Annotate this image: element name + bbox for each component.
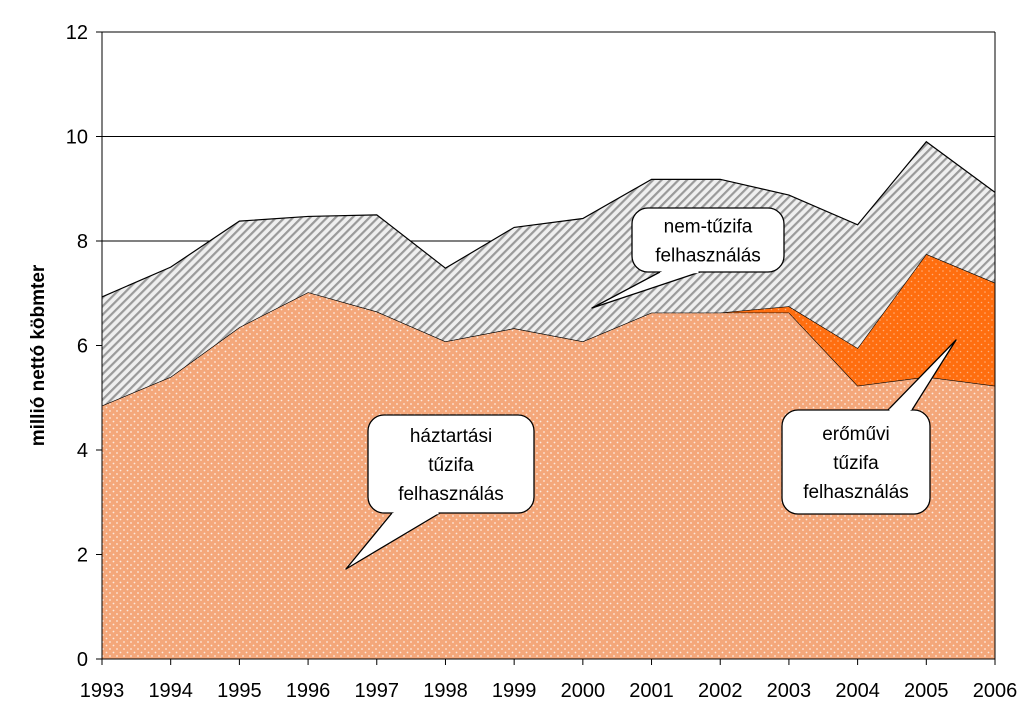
area-layer — [101, 140, 996, 659]
callout-nonfirewood: nem-tűzifa felhasználás — [591, 207, 785, 309]
series-household-area — [102, 292, 995, 659]
callout-pointer — [591, 271, 701, 309]
x-tick-label: 1993 — [80, 680, 125, 702]
y-axis-label: millió nettó köbmter — [28, 264, 49, 446]
callout-line: háztartási — [410, 426, 492, 447]
y-tick-label: 2 — [77, 545, 88, 567]
callout-line: felhasználás — [398, 484, 504, 505]
series-nonfirewood-line — [101, 140, 996, 298]
callout-box — [631, 207, 785, 273]
y-tick-label: 6 — [77, 336, 88, 358]
x-tick-label: 1997 — [355, 680, 400, 702]
axis-layer: 0 2 4 6 8 10 12 1993 1994 1995 1996 1997 1998 1999 200… — [66, 22, 1018, 702]
y-tick-label: 12 — [66, 22, 88, 44]
y-tick-label: 8 — [77, 231, 88, 253]
callout-line: tűzifa — [833, 453, 879, 474]
series-nonfirewood-area — [102, 141, 995, 406]
callout-line: tűzifa — [428, 455, 474, 476]
y-tick-label: 0 — [77, 649, 88, 671]
callout-line: felhasználás — [803, 482, 909, 503]
callout-pointer — [887, 339, 957, 411]
x-tick-label: 2002 — [698, 680, 743, 702]
x-tick-label: 1998 — [423, 680, 468, 702]
x-tick-label: 2006 — [973, 680, 1018, 702]
y-tick-label: 4 — [77, 440, 88, 462]
callout-line: nem-tűzifa — [664, 217, 753, 238]
callout-pointer — [345, 512, 441, 570]
x-tick-label: 2003 — [767, 680, 812, 702]
x-tick-label: 2004 — [835, 680, 880, 702]
x-tick-label: 2005 — [904, 680, 949, 702]
callout-box — [367, 414, 535, 514]
callout-layer: nem-tűzifa felhasználás háztartási tűzifa fe… — [345, 207, 957, 570]
x-tick-label: 1995 — [217, 680, 262, 702]
y-tick-label: 10 — [66, 127, 88, 149]
x-tick-label: 1994 — [148, 680, 193, 702]
x-tick-label: 2001 — [629, 680, 674, 702]
callout-household: háztartási tűzifa felhasználás — [345, 414, 535, 570]
series-powerplant-area — [102, 254, 995, 406]
callout-box — [781, 409, 931, 515]
x-tick-label: 1999 — [492, 680, 537, 702]
callout-line: felhasználás — [655, 246, 761, 267]
callout-powerplant: erőművi tűzifa felhasználás — [781, 339, 957, 515]
x-tick-label: 1996 — [286, 680, 331, 702]
callout-line: erőművi — [822, 424, 890, 445]
x-tick-label: 2000 — [561, 680, 606, 702]
